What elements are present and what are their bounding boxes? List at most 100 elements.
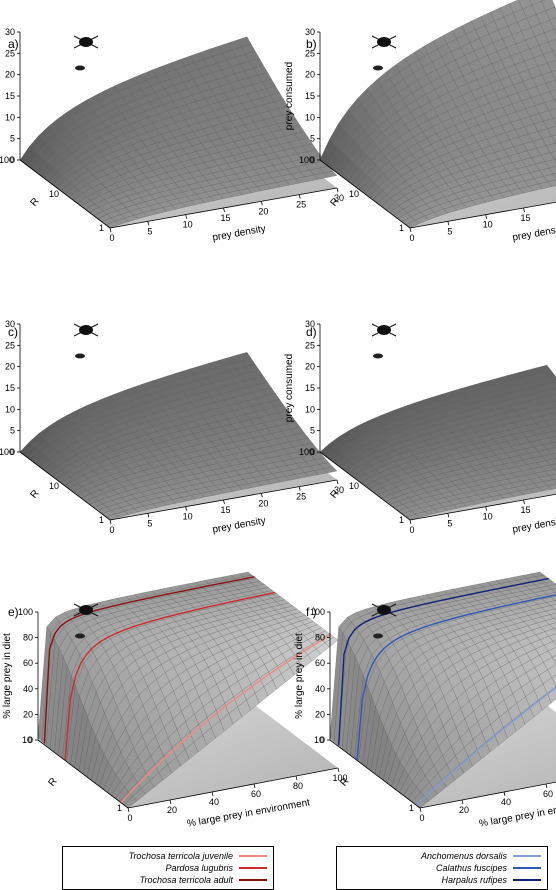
- x-tick-mark: [420, 808, 421, 812]
- z-tick-label: 30: [305, 27, 315, 37]
- legend-label: Calathus fuscipes: [436, 863, 507, 873]
- prey-body: [373, 634, 383, 639]
- r-tick-label: 1: [399, 223, 404, 233]
- legend-label: Trochosa terricola adult: [140, 875, 233, 885]
- r-tick-label: 10: [349, 481, 359, 491]
- x-tick-label: 0: [419, 813, 424, 823]
- z-tick-label: 20: [315, 709, 325, 719]
- x-tick-label: 20: [258, 206, 268, 216]
- z-tick-label: 10: [5, 112, 15, 122]
- legend-swatch: [239, 879, 267, 881]
- z-tick-label: 60: [23, 658, 33, 668]
- x-tick-mark: [110, 228, 111, 232]
- z-tick-label: 5: [10, 426, 15, 436]
- x-tick-label: 15: [520, 505, 530, 515]
- x-tick-mark: [448, 513, 449, 517]
- prey-icon: [75, 634, 85, 639]
- z-tick-label: 40: [23, 684, 33, 694]
- x-tick-label: 10: [183, 220, 193, 230]
- prey-body: [75, 354, 85, 359]
- x-tick-mark: [486, 215, 487, 219]
- z-tick-label: 15: [5, 91, 15, 101]
- x-tick-mark: [410, 520, 411, 524]
- prey-icon: [373, 66, 383, 71]
- x-axis-label: % large prey in environment: [478, 797, 556, 829]
- beetle-icon: [74, 324, 98, 336]
- x-tick-label: 0: [109, 525, 114, 535]
- z-tick-label: 20: [305, 70, 315, 80]
- z-tick-label: 25: [305, 48, 315, 58]
- x-tick-mark: [212, 792, 213, 796]
- legend-swatch: [239, 867, 267, 869]
- prey-icon: [373, 354, 383, 359]
- x-tick-mark: [148, 221, 149, 225]
- x-tick-label: 5: [447, 226, 452, 236]
- x-tick-label: 10: [183, 512, 193, 522]
- x-tick-label: 60: [251, 789, 261, 799]
- r-tick-label: 1: [117, 803, 122, 813]
- z-tick-label: 25: [5, 340, 15, 350]
- z-tick-label: 10: [305, 404, 315, 414]
- x-tick-label: 25: [296, 200, 306, 210]
- x-tick-label: 20: [459, 805, 469, 815]
- x-tick-label: 60: [543, 789, 553, 799]
- x-tick-label: 5: [447, 518, 452, 528]
- z-tick-label: 100: [310, 607, 325, 617]
- x-tick-mark: [337, 480, 338, 484]
- x-tick-label: 10: [483, 512, 493, 522]
- x-tick-label: 0: [127, 813, 132, 823]
- x-tick-mark: [296, 776, 297, 780]
- z-tick-label: 5: [10, 134, 15, 144]
- x-axis-label: prey density: [512, 515, 556, 535]
- r-tick-label: 10: [49, 481, 59, 491]
- x-axis-label: prey density: [212, 515, 267, 535]
- x-tick-label: 20: [258, 498, 268, 508]
- x-axis-label: prey density: [212, 223, 267, 243]
- x-tick-mark: [299, 487, 300, 491]
- legend-item: Anchomenus dorsalis: [343, 850, 541, 862]
- r-tick-label: 1: [409, 803, 414, 813]
- r-tick-label: 10: [49, 189, 59, 199]
- x-tick-mark: [261, 493, 262, 497]
- r-axis-label: R: [29, 488, 42, 501]
- r-axis-label: R: [47, 776, 60, 789]
- x-tick-label: 10: [483, 220, 493, 230]
- legend-item: Pardosa lugubris: [69, 862, 267, 874]
- legend-label: Harpalus rufipes: [441, 875, 507, 885]
- r-tick-label: 1: [399, 515, 404, 525]
- legend-label: Pardosa lugubris: [165, 863, 233, 873]
- x-tick-mark: [299, 195, 300, 199]
- x-tick-mark: [186, 507, 187, 511]
- z-tick-label: 5: [310, 426, 315, 436]
- x-tick-label: 20: [167, 805, 177, 815]
- legend-swatch: [513, 879, 541, 881]
- beetle-icon: [74, 36, 98, 48]
- prey-icon: [75, 354, 85, 359]
- x-tick-mark: [448, 221, 449, 225]
- z-tick-label: 25: [5, 48, 15, 58]
- prey-body: [373, 354, 383, 359]
- prey-icon: [373, 634, 383, 639]
- x-axis-label: % large prey in environment: [186, 797, 311, 829]
- x-tick-label: 15: [220, 505, 230, 515]
- x-tick-label: 80: [293, 781, 303, 791]
- x-tick-mark: [524, 500, 525, 504]
- z-tick-label: 20: [5, 70, 15, 80]
- x-tick-label: 5: [147, 226, 152, 236]
- prey-body: [75, 66, 85, 71]
- x-tick-mark: [486, 507, 487, 511]
- x-tick-mark: [224, 208, 225, 212]
- prey-body: [373, 66, 383, 71]
- legend-item: Trochosa terricola juvenile: [69, 850, 267, 862]
- z-tick-label: 25: [305, 340, 315, 350]
- x-tick-label: 15: [220, 213, 230, 223]
- x-tick-label: 25: [296, 492, 306, 502]
- x-tick-label: 0: [109, 233, 114, 243]
- r-axis-label: R: [339, 776, 352, 789]
- x-tick-mark: [546, 784, 547, 788]
- legend-swatch: [513, 855, 541, 857]
